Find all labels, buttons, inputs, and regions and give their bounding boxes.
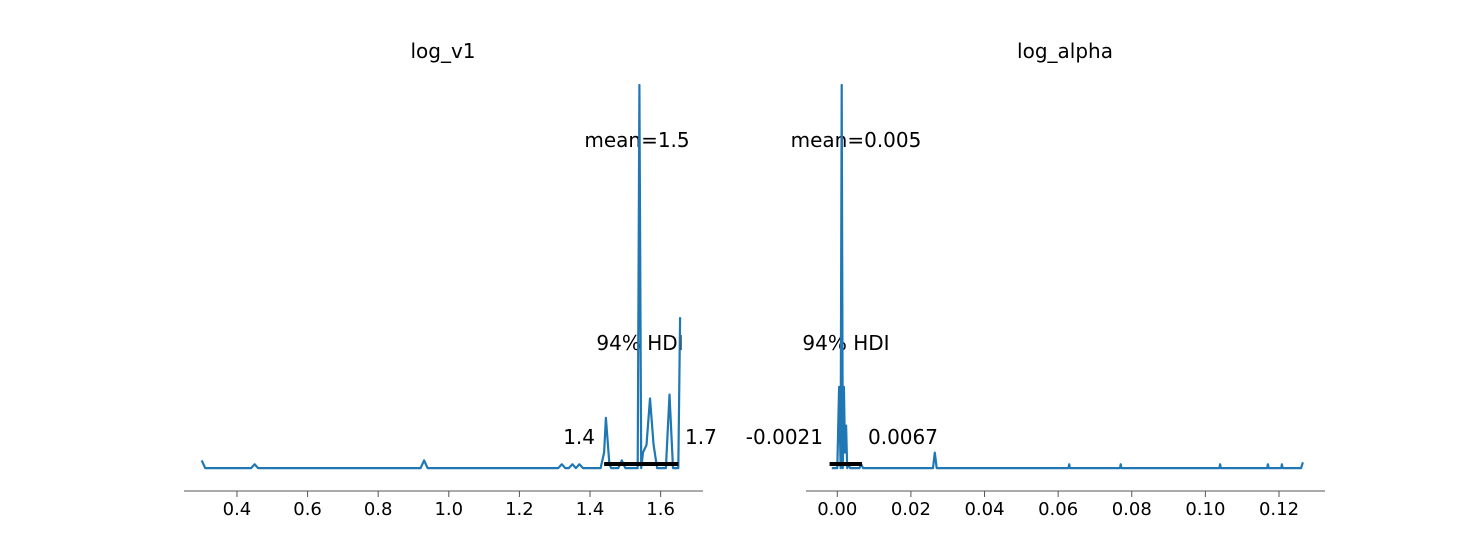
plot-panel-log-alpha: log_alpha mean=0.005 94% HDI -0.0021 0.0…	[746, 39, 1325, 520]
density-series-line	[831, 83, 1304, 470]
x-tick-label: 0.06	[1038, 499, 1078, 520]
x-ticks: 0.00 0.02 0.04 0.06 0.08 0.10 0.12	[817, 491, 1299, 520]
x-tick-label: 0.4	[223, 499, 252, 520]
x-tick-label: 0.02	[891, 499, 931, 520]
x-tick-label: 0.00	[817, 499, 857, 520]
panel-title: log_alpha	[1017, 39, 1113, 63]
x-tick-label: 1.2	[505, 499, 534, 520]
series-marks	[200, 83, 682, 470]
x-tick-label: 1.0	[434, 499, 463, 520]
hdi-low-label: 1.4	[563, 425, 595, 449]
panel-title: log_v1	[410, 39, 475, 63]
x-tick-label: 0.12	[1259, 499, 1299, 520]
hdi-annotation: 94% HDI	[802, 331, 889, 355]
hdi-low-label: -0.0021	[746, 425, 823, 449]
x-tick-label: 1.6	[646, 499, 675, 520]
mean-annotation: mean=0.005	[791, 128, 922, 152]
x-tick-label: 0.8	[364, 499, 393, 520]
series-marks	[829, 83, 1304, 470]
x-tick-label: 0.10	[1185, 499, 1225, 520]
x-tick-label: 0.04	[964, 499, 1004, 520]
hdi-high-label: 1.7	[685, 425, 717, 449]
plot-panel-log-v1: log_v1 mean=1.5 94% HDI 1.4 1.7 0.4 0.6 0.…	[184, 39, 717, 520]
hdi-high-label: 0.0067	[868, 425, 938, 449]
x-ticks: 0.4 0.6 0.8 1.0 1.2 1.4 1.6	[223, 491, 675, 520]
x-tick-label: 0.6	[293, 499, 322, 520]
x-tick-label: 0.08	[1112, 499, 1152, 520]
mean-annotation: mean=1.5	[584, 128, 689, 152]
x-tick-label: 1.4	[576, 499, 605, 520]
